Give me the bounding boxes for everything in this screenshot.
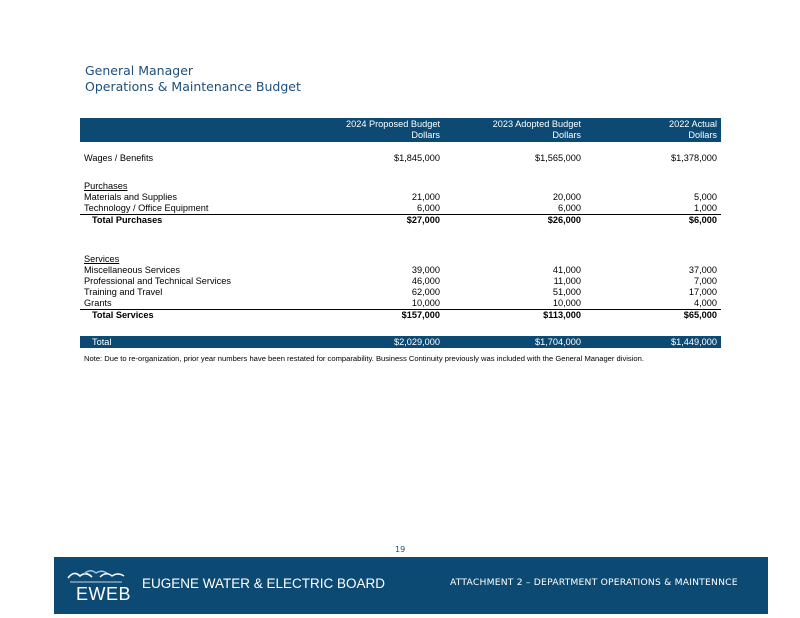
- budget-table: 2024 Proposed Budget Dollars 2023 Adopted…: [80, 118, 721, 348]
- header-blank: [80, 118, 280, 142]
- flying-birds-icon: [67, 570, 125, 583]
- row-label: Training and Travel: [84, 287, 163, 297]
- cell-value: 62,000: [411, 287, 440, 297]
- cell-value: 11,000: [553, 276, 581, 286]
- title-line-1: General Manager: [85, 63, 194, 78]
- row-label: Total: [80, 336, 280, 348]
- cell-value: 21,000: [411, 192, 440, 202]
- table-row-grand-total: Total $2,029,000 $1,704,000 $1,449,000: [80, 336, 721, 348]
- table-header-row: 2024 Proposed Budget Dollars 2023 Adopted…: [80, 118, 721, 142]
- cell-value: 4,000: [694, 298, 717, 308]
- cell-value: 10,000: [552, 298, 581, 308]
- cell-value: 6,000: [558, 203, 581, 213]
- section-heading: Purchases: [84, 181, 128, 191]
- cell-value: 7,000: [694, 276, 717, 286]
- row-label: Wages / Benefits: [84, 153, 154, 163]
- cell-value: $1,845,000: [394, 153, 440, 163]
- cell-value: 10,000: [411, 298, 440, 308]
- row-label: Miscellaneous Services: [84, 265, 180, 275]
- row-label: Total Purchases: [80, 214, 280, 226]
- cell-value: $157,000: [280, 309, 444, 321]
- cell-value: 17,000: [688, 287, 717, 297]
- table-row-wages: Wages / Benefits $1,845,000 $1,565,000 $…: [80, 153, 721, 164]
- table-row: Professional and Technical Services 46,0…: [80, 276, 721, 287]
- cell-value: $1,704,000: [444, 336, 585, 348]
- table-row-total-purchases: Total Purchases $27,000 $26,000 $6,000: [80, 214, 721, 226]
- header-2024: 2024 Proposed Budget Dollars: [280, 118, 444, 142]
- table-row: Training and Travel 62,000 51,000 17,000: [80, 287, 721, 298]
- table-row: Technology / Office Equipment 6,000 6,00…: [80, 203, 721, 215]
- table-row: Grants 10,000 10,000 4,000: [80, 298, 721, 310]
- page-title: General Manager Operations & Maintenance…: [85, 63, 301, 95]
- cell-value: $26,000: [444, 214, 585, 226]
- cell-value: $6,000: [585, 214, 721, 226]
- cell-value: 20,000: [552, 192, 581, 202]
- table-row: Miscellaneous Services 39,000 41,000 37,…: [80, 265, 721, 276]
- cell-value: 37,000: [688, 265, 717, 275]
- header-2023: 2023 Adopted Budget Dollars: [444, 118, 585, 142]
- row-label: Total Services: [80, 309, 280, 321]
- row-label: Professional and Technical Services: [84, 276, 231, 286]
- cell-value: 46,000: [411, 276, 440, 286]
- attachment-label: ATTACHMENT 2 – DEPARTMENT OPERATIONS & M…: [450, 577, 738, 588]
- cell-value: $65,000: [585, 309, 721, 321]
- section-heading-services: Services: [80, 254, 721, 265]
- logo-text: EWEB: [76, 584, 132, 604]
- cell-value: $1,449,000: [585, 336, 721, 348]
- cell-value: $2,029,000: [280, 336, 444, 348]
- cell-value: 5,000: [694, 192, 717, 202]
- page-number: 19: [395, 545, 406, 554]
- table-note: Note: Due to re-organization, prior year…: [84, 354, 644, 363]
- cell-value: $113,000: [444, 309, 585, 321]
- row-label: Grants: [84, 298, 112, 308]
- cell-value: 6,000: [417, 203, 440, 213]
- title-line-2: Operations & Maintenance Budget: [85, 79, 301, 94]
- footer-banner: EWEB EUGENE WATER & ELECTRIC BOARD ATTAC…: [54, 557, 768, 614]
- eweb-logo: EWEB: [64, 566, 132, 604]
- table-row: Materials and Supplies 21,000 20,000 5,0…: [80, 192, 721, 203]
- table-row-total-services: Total Services $157,000 $113,000 $65,000: [80, 309, 721, 321]
- cell-value: 41,000: [552, 265, 581, 275]
- cell-value: 1,000: [694, 203, 717, 213]
- row-label: Materials and Supplies: [84, 192, 177, 202]
- organization-name: EUGENE WATER & ELECTRIC BOARD: [142, 576, 386, 591]
- cell-value: $1,565,000: [535, 153, 581, 163]
- cell-value: $27,000: [280, 214, 444, 226]
- cell-value: $1,378,000: [671, 153, 717, 163]
- header-2022: 2022 Actual Dollars: [585, 118, 721, 142]
- section-heading-purchases: Purchases: [80, 181, 721, 192]
- cell-value: 51,000: [552, 287, 581, 297]
- section-heading: Services: [84, 254, 120, 264]
- cell-value: 39,000: [411, 265, 440, 275]
- row-label: Technology / Office Equipment: [84, 203, 209, 213]
